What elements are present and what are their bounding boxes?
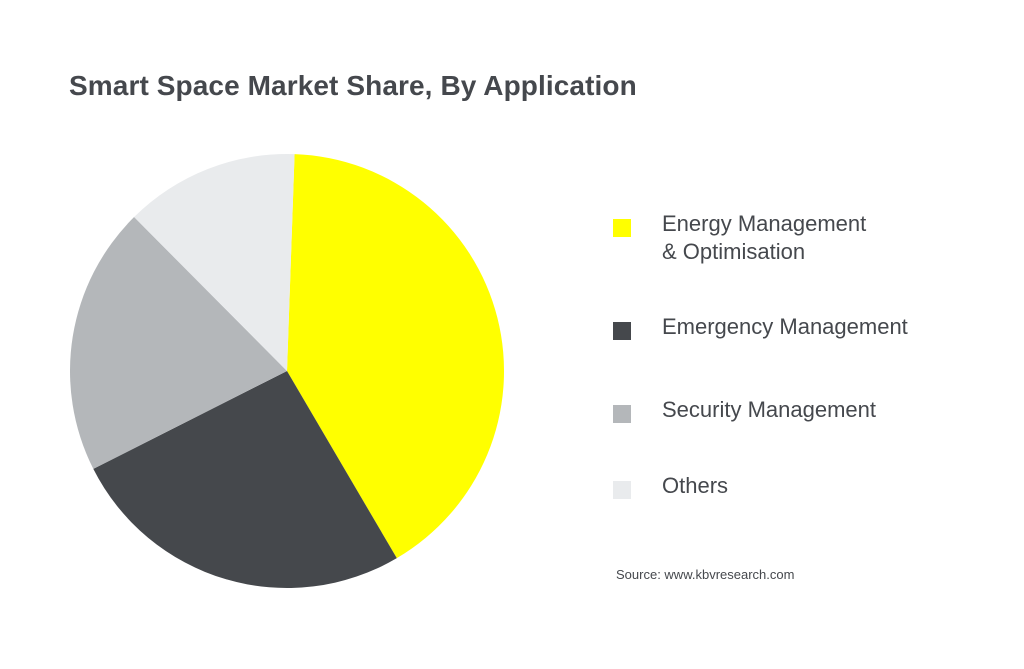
- pie-slice-energy-management: [287, 154, 505, 559]
- chart-title: Smart Space Market Share, By Application: [69, 70, 637, 101]
- legend-swatch-emergency-management: [613, 322, 631, 340]
- legend-swatch-security-management: [613, 405, 631, 423]
- legend-label-energy-management: Energy Management & Optimisation: [662, 211, 867, 264]
- pie-slice-emergency-management: [93, 371, 397, 589]
- legend-swatch-others: [613, 481, 631, 499]
- legend-label-others: Others: [662, 473, 729, 498]
- legend-label-security-management: Security Management: [662, 397, 876, 422]
- legend-label-emergency-management: Emergency Management: [662, 314, 908, 339]
- pie-slice-security-management: [69, 217, 287, 469]
- pie-slice-others: [134, 153, 295, 371]
- legend-swatch-energy-management: [613, 219, 631, 237]
- source-note: Source: www.kbvresearch.com: [616, 567, 795, 582]
